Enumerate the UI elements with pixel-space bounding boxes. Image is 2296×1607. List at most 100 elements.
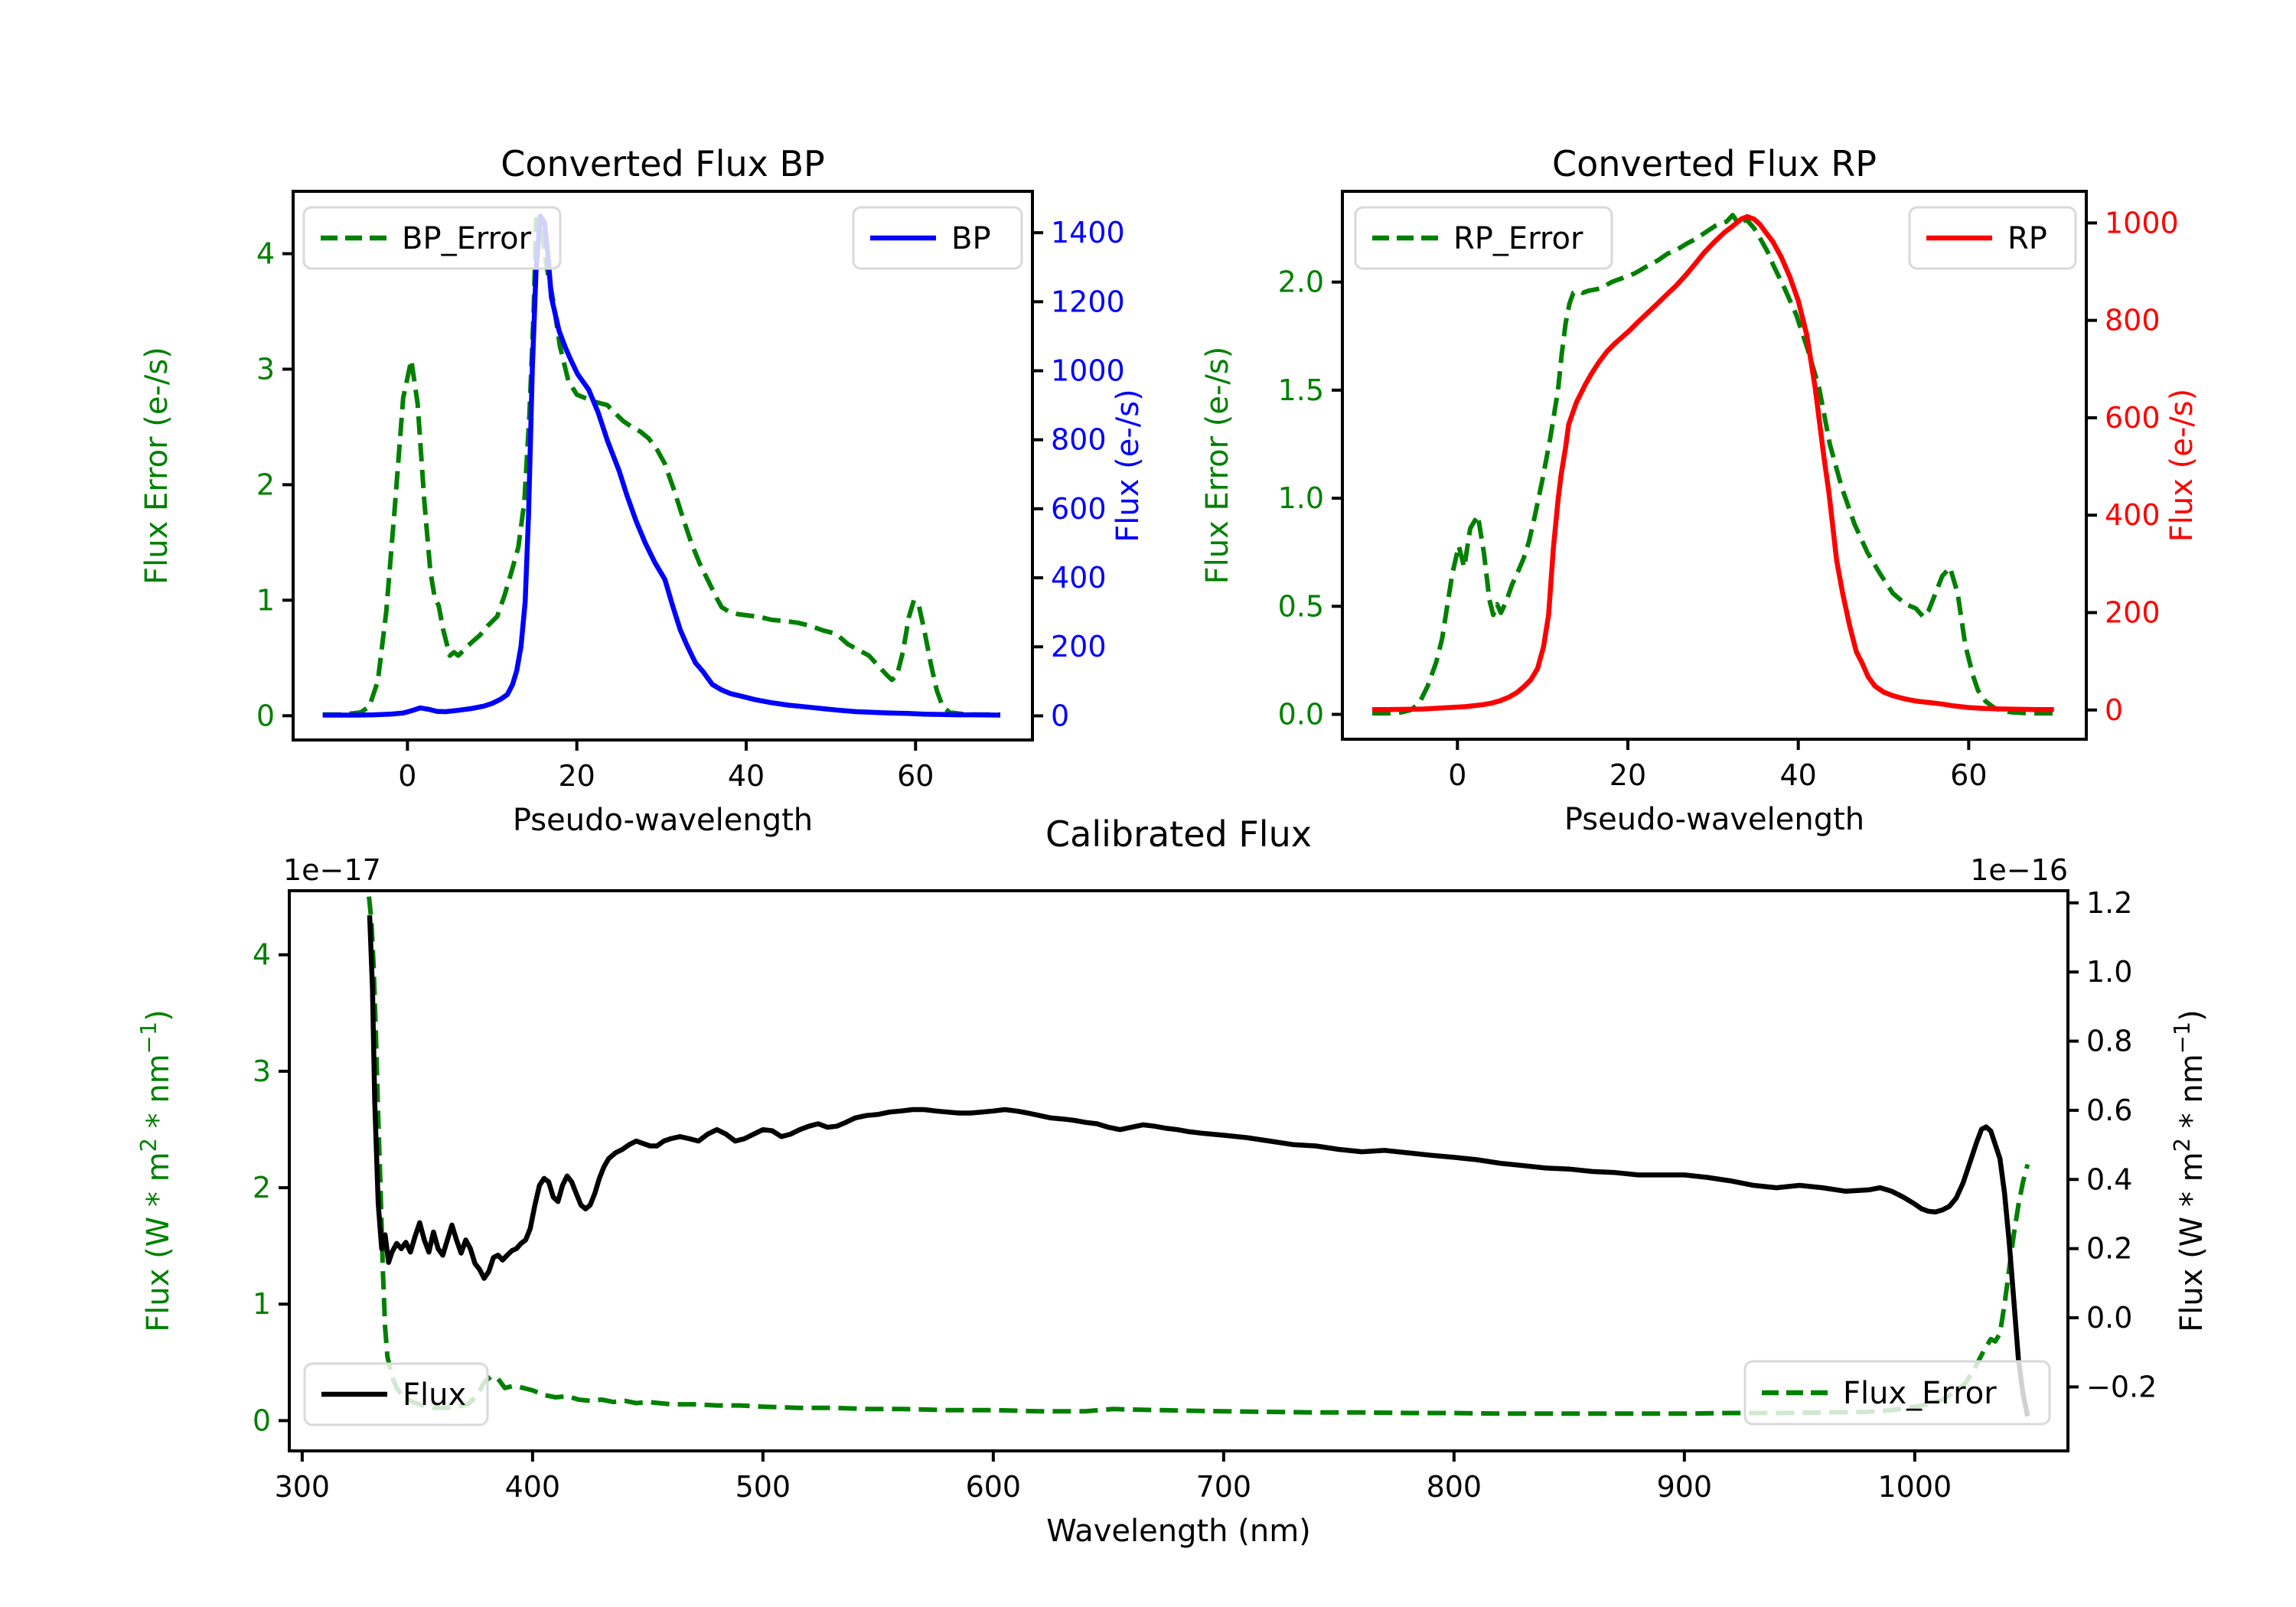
x-tick-label: 800 [1427, 1470, 1482, 1504]
legend-frame [302, 206, 562, 270]
y-tick-label-right: 400 [1051, 561, 1107, 595]
y-tick-label-right: 1.0 [2086, 955, 2132, 989]
legend-flux-error: Flux_Error [1743, 1360, 2051, 1426]
y-tick-label-right: 800 [1051, 423, 1107, 457]
x-tick-label: 60 [897, 759, 934, 793]
y-tick-label-right: 0 [2105, 693, 2123, 727]
y-tick-label-right: 1.2 [2086, 886, 2132, 920]
plot-title-bp: Converted Flux BP [501, 143, 825, 184]
y-tick-label-left: 0.0 [1278, 698, 1324, 732]
x-tick-label: 300 [275, 1470, 331, 1504]
x-tick-label: 0 [1448, 758, 1466, 792]
x-tick-label: 600 [966, 1470, 1022, 1504]
x-tick-label: 0 [398, 759, 416, 793]
y-tick-label-left: 1 [253, 1287, 271, 1321]
y-axis-label-left: Flux (W * m2 * nm−1) [135, 1009, 176, 1332]
y-tick-label-left: 1.5 [1278, 373, 1324, 407]
legend-label: Flux_Error [1843, 1376, 1997, 1411]
y-tick-label-right: 600 [1051, 492, 1107, 526]
legend-frame [1743, 1360, 2051, 1426]
y-axis-label-right: Flux (e-/s) [1110, 389, 1146, 542]
legend-frame [852, 206, 1023, 270]
y-tick-label-left: 2.0 [1278, 266, 1324, 299]
y-tick-label-left: 2 [256, 468, 275, 501]
x-axis-label: Pseudo-wavelength [513, 803, 813, 838]
y-tick-label-left: 4 [256, 237, 275, 271]
y-tick-label-right: 0.2 [2086, 1232, 2132, 1266]
subplot-bp: BP_Error BP0 20 40 60Pseudo-wavelength012340… [139, 143, 1146, 838]
series-rp-error [1372, 213, 2054, 716]
legend-frame [1908, 206, 2077, 270]
y-tick-label-left: 4 [253, 938, 271, 972]
legend-bp-error: BP_Error [302, 206, 562, 270]
y-tick-label-left: 3 [253, 1054, 271, 1088]
y-tick-label-right: 1000 [2105, 206, 2179, 240]
y-axis-label-left: Flux Error (e-/s) [139, 347, 174, 585]
y-tick-label-right: 400 [2105, 498, 2161, 532]
y-tick-label-left: 0 [256, 699, 275, 732]
legend-label: RP_Error [1453, 221, 1583, 256]
subplot-rp: RP_Error RP 0 20 40 60 Pseudo-wavelength 0.0 0.5… [1200, 143, 2200, 837]
y-tick-label-right: 200 [1051, 630, 1107, 663]
y-tick-label-right: 0.6 [2086, 1094, 2132, 1127]
y-axis-label-left: Flux Error (e-/s) [1200, 347, 1235, 585]
legend-bp: BP [852, 206, 1023, 270]
x-tick-label: 1000 [1877, 1470, 1952, 1504]
series-bp-error [322, 217, 1000, 717]
legend-frame [303, 1362, 489, 1426]
y-tick-label-left: 1.0 [1278, 481, 1324, 515]
x-tick-label: 900 [1657, 1470, 1713, 1504]
y-tick-label-left: 1 [256, 583, 275, 617]
axes-spines [288, 889, 2069, 1452]
y-tick-label-right: 0.4 [2086, 1162, 2132, 1196]
x-tick-label: 60 [1950, 758, 1987, 792]
offset-text-left: 1e−17 [283, 853, 381, 887]
axes-spines [292, 190, 1034, 742]
y-tick-label-right: 1200 [1051, 285, 1125, 318]
legend-label: BP [951, 221, 991, 256]
y-tick-label-left: 3 [256, 352, 275, 386]
x-axis-label: Wavelength (nm) [1046, 1514, 1311, 1549]
y-tick-label-right: 1000 [1051, 354, 1125, 387]
y-tick-label-right: 200 [2105, 596, 2161, 630]
series-flux [367, 914, 2030, 1417]
y-tick-label-right: 0.8 [2086, 1025, 2132, 1058]
y-axis-label-right: Flux (e-/s) [2164, 389, 2200, 542]
legend-rp: RP [1908, 206, 2077, 270]
legend-label: Flux [403, 1377, 466, 1413]
legend-label: RP [2007, 221, 2047, 256]
y-tick-label-left: 0 [253, 1403, 271, 1437]
series-group-rp [1372, 213, 2054, 716]
plot-title-calibrated: Calibrated Flux [1045, 813, 1312, 855]
y-tick-label-right: 1400 [1051, 216, 1125, 249]
x-tick-label: 500 [735, 1470, 791, 1504]
offset-text-right: 1e−16 [1970, 853, 2068, 887]
y-tick-label-left: 0.5 [1278, 589, 1324, 623]
legend-flux: Flux [303, 1362, 489, 1426]
x-tick-label: 40 [1779, 758, 1816, 792]
y-tick-label-right: 600 [2105, 401, 2161, 435]
y-tick-label-right: 0.0 [2086, 1301, 2132, 1335]
x-tick-label: 700 [1196, 1470, 1252, 1504]
y-tick-label-right: −0.2 [2086, 1370, 2157, 1403]
y-tick-label-left: 2 [253, 1171, 271, 1204]
axes-spines [1341, 190, 2088, 741]
y-axis-label-right: Flux (W * m2 * nm−1) [2169, 1009, 2210, 1332]
legend-rp-error: RP_Error [1354, 206, 1613, 270]
x-tick-label: 20 [1609, 758, 1646, 792]
legend-frame [1354, 206, 1613, 270]
series-rp [1372, 214, 2054, 712]
x-tick-label: 400 [505, 1470, 561, 1504]
subplot-calibrated: Flux Flux_Error 300 400 500 600 700 800 900 1000 W… [135, 813, 2210, 1549]
y-tick-label-right: 800 [2105, 304, 2161, 337]
x-tick-label: 20 [559, 759, 595, 793]
series-bp [322, 214, 1001, 718]
plot-title-rp: Converted Flux RP [1552, 143, 1877, 184]
y-tick-label-right: 0 [1051, 699, 1069, 732]
series-group-bp [322, 214, 1001, 718]
x-axis-label: Pseudo-wavelength [1564, 802, 1864, 837]
x-tick-label: 40 [728, 759, 765, 793]
legend-label: BP_Error [402, 221, 532, 256]
